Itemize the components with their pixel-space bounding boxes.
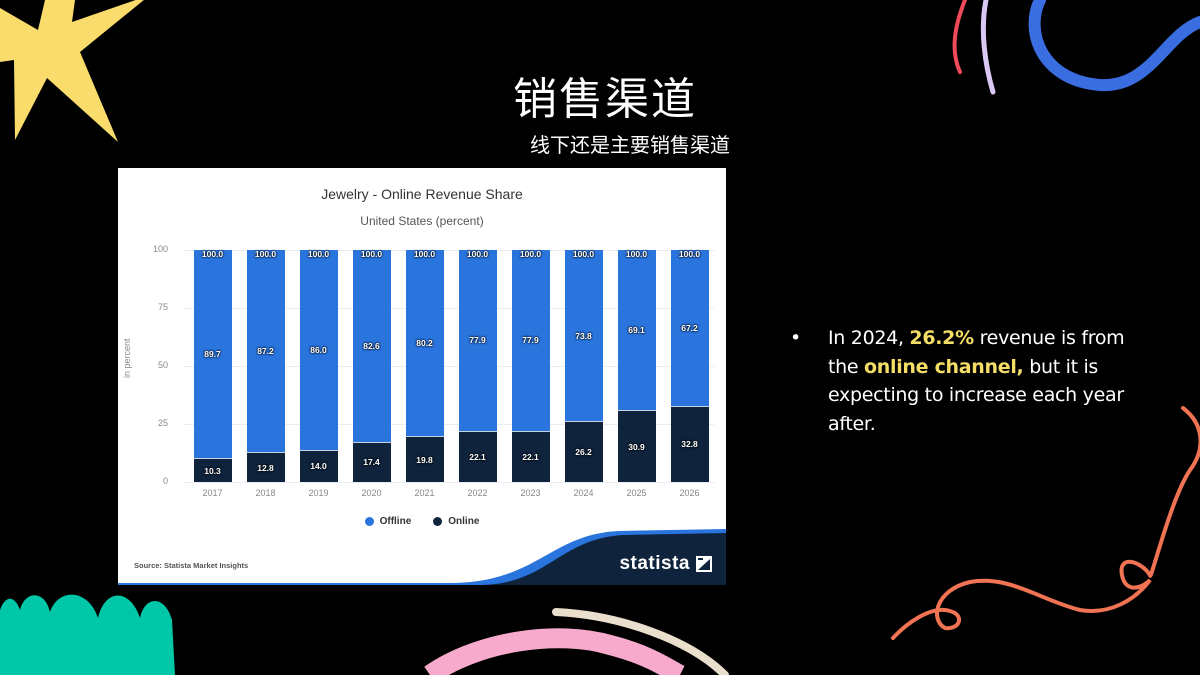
total-label: 100.0 [519, 249, 542, 259]
x-tick-label: 2026 [679, 488, 700, 498]
total-label: 100.0 [572, 249, 595, 259]
total-label: 100.0 [254, 249, 277, 259]
bullet-prefix: In 2024, [828, 327, 910, 349]
online-segment[interactable]: 17.4 [352, 441, 391, 482]
offline-segment[interactable]: 87.2 [246, 250, 285, 453]
offline-segment[interactable]: 77.9 [511, 250, 550, 431]
y-tick-label: 50 [157, 360, 168, 370]
gridline [184, 308, 714, 309]
total-label: 100.0 [201, 249, 224, 259]
stacked-bar-2024[interactable]: 73.8 26.2 100.0 [564, 249, 603, 482]
online-dot-icon [433, 517, 443, 526]
x-tick-label: 2024 [573, 488, 594, 498]
gridline [184, 424, 714, 425]
total-label: 100.0 [466, 249, 489, 259]
total-label: 100.0 [678, 249, 701, 259]
x-tick-label: 2021 [414, 488, 435, 498]
bullet-suffix: but it is expecting to increase each yea… [828, 355, 1124, 435]
offline-segment[interactable]: 86.0 [299, 250, 338, 450]
stacked-bar-2017[interactable]: 89.7 10.3 100.0 [193, 249, 232, 482]
source-note: Source: Statista Market Insights [134, 561, 249, 570]
slide-title: 销售渠道 [513, 74, 697, 125]
x-tick-label: 2018 [255, 488, 276, 498]
statista-logo-icon [696, 556, 712, 572]
chart-title: Jewelry - Online Revenue Share [321, 186, 523, 202]
online-segment[interactable]: 32.8 [670, 405, 709, 482]
stacked-bar-2021[interactable]: 80.2 19.8 100.0 [405, 249, 444, 482]
offline-segment[interactable]: 82.6 [352, 250, 391, 442]
y-tick-label: 0 [162, 476, 168, 486]
bullet-text: In 2024, 26.2% revenue is from the onlin… [828, 324, 1130, 438]
offline-segment[interactable]: 80.2 [405, 250, 444, 437]
offline-segment[interactable]: 77.9 [458, 250, 497, 431]
stacked-bar-2018[interactable]: 87.2 12.8 100.0 [246, 249, 285, 482]
total-label: 100.0 [413, 249, 436, 259]
legend-item-offline[interactable]: Offline [364, 516, 412, 527]
y-tick-label: 100 [152, 244, 168, 254]
online-segment[interactable]: 14.0 [299, 449, 338, 482]
x-tick-label: 2023 [520, 488, 541, 498]
teal-cloud [0, 594, 175, 675]
red-arc [952, 0, 967, 74]
x-tick-label: 2017 [202, 488, 223, 498]
bullet-mid: revenue is from the [828, 327, 1125, 378]
stacked-bar-2026[interactable]: 67.2 32.8 100.0 [670, 249, 709, 482]
offline-segment[interactable]: 89.7 [193, 250, 232, 459]
x-tick-label: 2022 [467, 488, 488, 498]
x-tick-label: 2020 [361, 488, 382, 498]
online-segment[interactable]: 30.9 [617, 410, 656, 482]
gridline [184, 250, 714, 251]
highlight-online-channel: online channel, [864, 355, 1024, 378]
online-segment[interactable]: 22.1 [511, 430, 550, 482]
beige-arc [552, 608, 729, 675]
offline-dot-icon [364, 517, 374, 526]
offline-segment[interactable]: 73.8 [564, 250, 603, 422]
pink-arc [424, 628, 685, 675]
x-tick-label: 2019 [308, 488, 329, 498]
statista-footer-wave [118, 529, 726, 585]
coral-squiggle [891, 406, 1200, 640]
blue-swirl [1028, 0, 1200, 92]
online-segment[interactable]: 12.8 [246, 452, 285, 482]
highlight-percent: 26.2% [909, 327, 974, 349]
lavender-arc [980, 0, 996, 95]
total-label: 100.0 [625, 249, 648, 259]
chart-card: Jewelry - Online Revenue Share United St… [118, 168, 726, 585]
total-label: 100.0 [360, 249, 383, 259]
y-axis-label: in percent [122, 338, 132, 378]
x-tick-label: 2025 [626, 488, 647, 498]
online-segment[interactable]: 22.1 [458, 430, 497, 482]
statista-logo-text[interactable]: statista [619, 553, 690, 574]
online-segment[interactable]: 10.3 [193, 458, 232, 482]
chart-subtitle: United States (percent) [360, 214, 484, 228]
legend-label: Online [448, 516, 480, 527]
bullet-point: • In 2024, 26.2% revenue is from the onl… [790, 324, 1130, 438]
chart-legend: Offline Online [118, 516, 726, 527]
stacked-bar-2022[interactable]: 77.9 22.1 100.0 [458, 249, 497, 482]
offline-segment[interactable]: 67.2 [670, 250, 709, 406]
bullet-icon: • [790, 327, 802, 349]
gridline [184, 366, 714, 367]
legend-item-online[interactable]: Online [433, 516, 479, 527]
y-tick-label: 75 [157, 302, 168, 312]
stacked-bar-2019[interactable]: 86.0 14.0 100.0 [299, 249, 338, 482]
legend-label: Offline [379, 516, 412, 527]
stacked-bar-2025[interactable]: 69.1 30.9 100.0 [617, 249, 656, 482]
total-label: 100.0 [307, 249, 330, 259]
y-tick-label: 25 [157, 418, 168, 428]
plot-area: 89.7 10.3 100.0 2017 87.2 12.8 100.0 2018 86.0 14… [184, 249, 714, 498]
gridline [184, 482, 714, 483]
online-segment[interactable]: 26.2 [564, 421, 603, 482]
stacked-bar-2020[interactable]: 82.6 17.4 100.0 [352, 249, 391, 482]
slide-subtitle: 线下还是主要销售渠道 [530, 133, 730, 157]
stacked-bar-2023[interactable]: 77.9 22.1 100.0 [511, 249, 550, 482]
online-segment[interactable]: 19.8 [405, 436, 444, 482]
offline-segment[interactable]: 69.1 [617, 250, 656, 411]
star-shape [0, 0, 144, 142]
